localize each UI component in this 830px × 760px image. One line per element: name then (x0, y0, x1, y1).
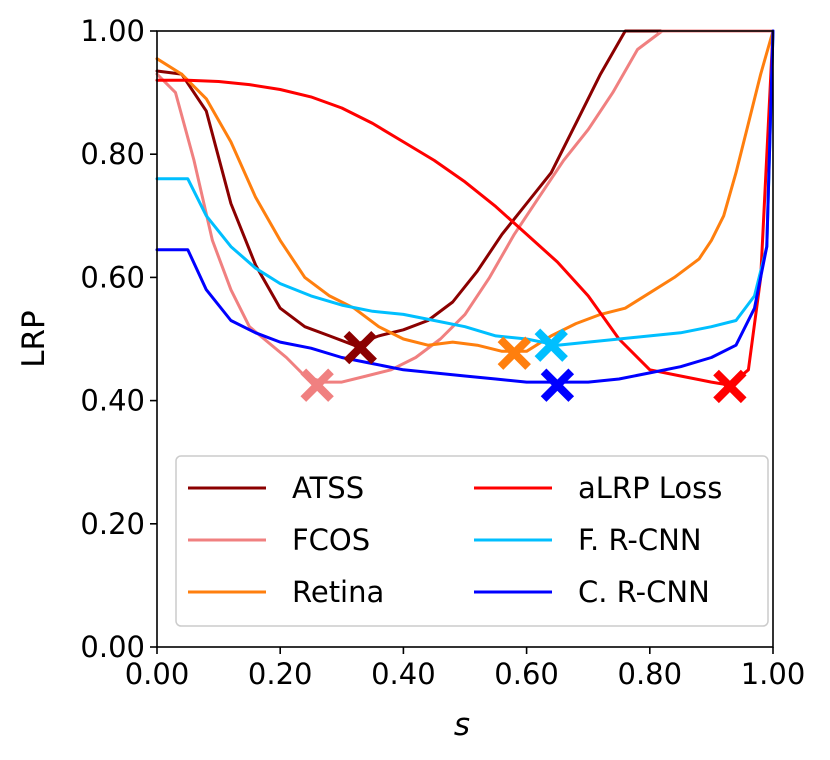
legend-entry-fcos: FCOS (188, 523, 370, 557)
legend-entry-f-r-cnn: F. R-CNN (474, 523, 702, 557)
series-line-retina (155, 29, 775, 353)
series-lines (155, 29, 775, 387)
y-tick-label: 0.20 (80, 507, 145, 541)
min-marker-f-r-cnn (534, 328, 568, 362)
x-tick-label: 0.60 (494, 657, 559, 691)
x-tick-label: 1.00 (741, 657, 806, 691)
legend-label: C. R-CNN (578, 575, 710, 609)
series-line-f-r-cnn (155, 29, 775, 347)
y-tick-label: 1.00 (80, 14, 145, 48)
series-line-atss (155, 29, 775, 347)
y-axis-label: LRP (16, 310, 52, 368)
legend-entry-atss: ATSS (188, 471, 364, 505)
legend-label: F. R-CNN (578, 523, 702, 557)
min-markers (300, 328, 747, 404)
legend-frame (175, 455, 769, 627)
y-tick-label: 0.00 (80, 630, 145, 664)
x-tick-label: 0.00 (125, 657, 190, 691)
min-marker-atss (343, 330, 377, 365)
min-marker-retina (497, 336, 531, 370)
plot-frame (156, 30, 774, 648)
min-marker-c-r-cnn (540, 368, 575, 402)
min-marker-alrp-loss (713, 369, 747, 404)
legend-entry-alrp-loss: aLRP Loss (474, 471, 722, 505)
y-tick-label: 0.60 (80, 260, 145, 294)
legend-entry-retina: Retina (188, 575, 384, 609)
legend: ATSS FCOS Retina aLRP Loss F. R-CNN C. R-CNN (175, 455, 769, 627)
axis-ticks: 0.00 0.20 0.40 0.60 0.80 1.00 0.00 0.20 0.40 0.60… (80, 14, 805, 691)
y-tick-label: 0.80 (80, 137, 145, 171)
x-axis-label: s (454, 707, 470, 743)
y-tick-label: 0.40 (80, 384, 145, 418)
legend-label: FCOS (292, 523, 370, 557)
min-marker-fcos (300, 368, 334, 402)
legend-entry-c-r-cnn: C. R-CNN (474, 575, 710, 609)
x-tick-label: 0.80 (618, 657, 683, 691)
legend-label: Retina (292, 575, 384, 609)
legend-label: aLRP Loss (578, 471, 722, 505)
series-line-alrp-loss (155, 29, 775, 387)
series-line-c-r-cnn (155, 29, 775, 384)
x-tick-label: 0.20 (248, 657, 313, 691)
legend-label: ATSS (292, 471, 364, 505)
x-tick-label: 0.40 (371, 657, 436, 691)
